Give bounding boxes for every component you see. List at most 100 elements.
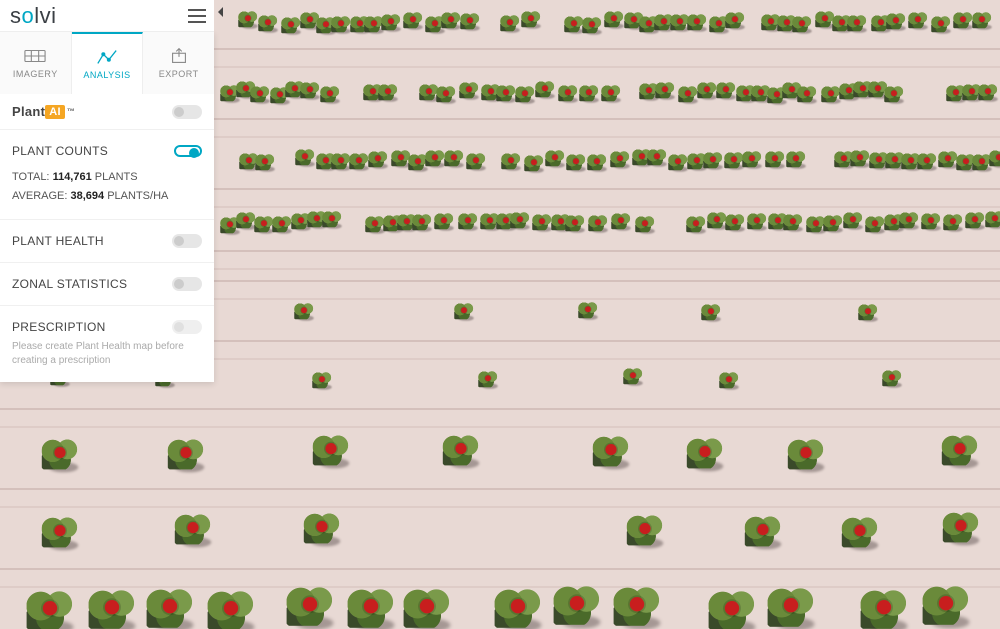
tab-imagery[interactable]: IMAGERY: [0, 32, 72, 94]
toggle-zonal-statistics[interactable]: [172, 277, 202, 291]
plant-marker: [347, 588, 394, 628]
plant-marker: [535, 81, 555, 98]
plant-marker: [966, 212, 986, 229]
stat-label: TOTAL:: [12, 171, 50, 183]
plant-marker: [272, 215, 292, 232]
plant-marker: [458, 213, 478, 230]
plant-marker: [287, 586, 334, 626]
plant-marker: [588, 153, 608, 170]
plant-marker: [304, 513, 340, 544]
prescription-hint: Please create Plant Health map before cr…: [0, 338, 214, 382]
logo: solvi: [10, 3, 57, 29]
section-title: PLANT HEALTH: [12, 234, 104, 248]
plant-marker: [579, 85, 599, 102]
menu-icon[interactable]: [188, 9, 206, 23]
plant-marker: [679, 86, 699, 103]
plant-counts-stats: TOTAL: 114,761 PLANTS AVERAGE: 38,694 PL…: [0, 164, 214, 220]
toggle-plant-counts[interactable]: [174, 145, 202, 157]
plant-marker: [900, 212, 920, 229]
plant-marker: [500, 15, 520, 32]
plant-marker: [208, 590, 255, 629]
plant-marker: [842, 517, 878, 548]
plant-marker: [460, 12, 480, 29]
plant-marker: [745, 515, 781, 546]
stat-total: TOTAL: 114,761 PLANTS: [12, 168, 202, 187]
section-title: PLANT COUNTS: [12, 144, 108, 158]
plant-marker: [859, 304, 879, 321]
plant-marker: [281, 17, 301, 34]
plant-marker: [441, 11, 461, 28]
plant-marker: [593, 435, 629, 466]
plant-marker: [559, 85, 579, 102]
plant-marker: [767, 587, 814, 627]
plant-marker: [943, 214, 963, 231]
tab-label: ANALYSIS: [83, 70, 130, 80]
plant-marker: [604, 11, 624, 28]
plant-marker: [459, 82, 479, 99]
plant-marker: [521, 11, 541, 28]
plant-marker: [27, 590, 74, 629]
plant-marker: [168, 439, 204, 470]
tab-label: IMAGERY: [13, 69, 58, 79]
tab-export[interactable]: EXPORT: [143, 32, 214, 94]
plant-marker: [378, 84, 398, 101]
plant-marker: [88, 589, 135, 629]
plant-marker: [821, 85, 841, 102]
plant-marker: [42, 438, 78, 469]
plant-marker: [582, 17, 602, 34]
plant-marker: [495, 588, 542, 628]
plant-marker: [747, 212, 767, 229]
plant-marker: [614, 586, 661, 626]
plant-marker: [349, 152, 369, 169]
section-plant-counts-header: PLANT COUNTS: [0, 130, 214, 164]
plant-marker: [524, 154, 544, 171]
logo-accent: o: [22, 3, 35, 28]
plant-marker: [533, 213, 553, 230]
plant-marker: [687, 14, 707, 31]
collapse-sidebar-icon[interactable]: [218, 7, 223, 17]
plant-marker: [332, 153, 352, 170]
plant-marker: [719, 372, 739, 389]
plant-marker: [611, 213, 631, 230]
plant-marker: [954, 12, 974, 29]
plant-marker: [566, 215, 586, 232]
toggle-plant-health[interactable]: [172, 234, 202, 248]
plant-marker: [478, 371, 498, 388]
plant-marker: [251, 86, 271, 103]
tab-analysis[interactable]: ANALYSIS: [72, 32, 144, 94]
plant-marker: [698, 82, 718, 99]
export-icon: [168, 47, 190, 65]
plantai-tm: ™: [67, 107, 75, 116]
plant-marker: [404, 12, 424, 29]
plant-marker: [501, 153, 521, 170]
plant-marker: [404, 589, 451, 629]
plant-marker: [931, 16, 951, 33]
plant-marker: [425, 150, 445, 167]
plant-marker: [784, 214, 804, 231]
stat-value: 38,694: [71, 190, 105, 202]
toggle-plantai[interactable]: [172, 105, 202, 119]
plantai-badge: AI: [45, 105, 65, 119]
plant-marker: [938, 151, 958, 168]
plant-marker: [668, 154, 688, 171]
plant-marker: [554, 585, 601, 625]
plant-marker: [454, 302, 474, 319]
plant-marker: [238, 11, 258, 28]
section-title: PRESCRIPTION: [12, 320, 106, 334]
plant-marker: [687, 437, 723, 468]
plant-marker: [382, 14, 402, 31]
plant-marker: [843, 212, 863, 229]
plant-marker: [300, 82, 320, 99]
plant-marker: [322, 211, 342, 228]
stat-value: 114,761: [53, 171, 92, 183]
plant-marker: [259, 15, 279, 32]
plant-marker: [885, 86, 905, 103]
plant-marker: [443, 434, 479, 465]
plant-marker: [515, 85, 535, 102]
plant-marker: [564, 16, 584, 33]
plant-marker: [703, 151, 723, 168]
plant-marker: [601, 84, 621, 101]
plant-marker: [434, 212, 454, 229]
plant-marker: [623, 368, 643, 385]
sidebar: IMAGERY ANALYSIS EXPORT Plant AI ™ PLANT…: [0, 32, 214, 382]
